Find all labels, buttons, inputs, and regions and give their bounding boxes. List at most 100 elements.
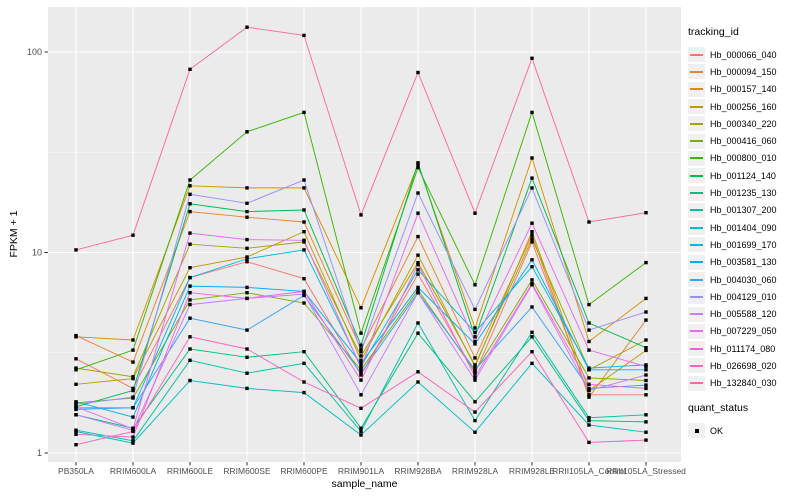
series-color-swatch-icon bbox=[690, 295, 703, 298]
data-point bbox=[416, 191, 420, 195]
data-point bbox=[131, 376, 135, 381]
data-point bbox=[587, 328, 591, 332]
data-point bbox=[530, 186, 534, 190]
legend-key bbox=[688, 375, 705, 391]
legend-entry-Hb_000340_220: Hb_000340_220 bbox=[688, 115, 800, 132]
data-point bbox=[473, 307, 477, 312]
data-point bbox=[131, 386, 135, 391]
legend-entry-Hb_001124_140: Hb_001124_140 bbox=[688, 167, 800, 184]
data-point bbox=[359, 347, 363, 351]
data-point bbox=[302, 277, 306, 281]
legend-key bbox=[688, 254, 705, 270]
data-point bbox=[359, 373, 363, 377]
data-point bbox=[473, 400, 477, 404]
quant-ok-key bbox=[688, 423, 705, 439]
legend-entries: Hb_000066_040 Hb_000094_150 Hb_000157_140 H… bbox=[688, 46, 800, 392]
data-point bbox=[74, 407, 78, 412]
data-point bbox=[131, 388, 135, 393]
data-point bbox=[359, 426, 363, 430]
data-point bbox=[74, 400, 78, 404]
legend-entry-Hb_011174_080: Hb_011174_080 bbox=[688, 340, 800, 357]
data-point bbox=[245, 246, 249, 250]
data-point bbox=[644, 383, 648, 387]
series-color-swatch-icon bbox=[690, 105, 703, 108]
data-point bbox=[302, 208, 306, 212]
series-color-swatch-icon bbox=[690, 261, 703, 264]
data-point bbox=[131, 439, 135, 443]
data-point bbox=[188, 316, 192, 320]
data-point bbox=[416, 161, 420, 165]
data-point bbox=[530, 156, 534, 160]
data-point bbox=[245, 186, 249, 190]
data-point bbox=[188, 192, 192, 196]
data-point bbox=[188, 202, 192, 206]
data-point bbox=[245, 209, 249, 214]
data-point bbox=[245, 291, 249, 295]
x-tick-label: RRIM600LE bbox=[167, 466, 214, 476]
legend-label: Hb_000066_040 bbox=[710, 49, 777, 60]
data-point bbox=[587, 220, 591, 224]
data-point bbox=[644, 260, 648, 265]
legend-key bbox=[688, 220, 705, 236]
data-point bbox=[416, 370, 420, 374]
data-point bbox=[473, 368, 477, 372]
data-point bbox=[131, 406, 135, 410]
data-point bbox=[131, 375, 135, 379]
x-tick-label: RRIM600PE bbox=[280, 466, 328, 476]
data-point bbox=[302, 292, 306, 296]
data-point bbox=[302, 390, 306, 395]
data-point bbox=[416, 211, 420, 215]
data-point bbox=[302, 220, 306, 224]
data-point bbox=[302, 301, 306, 305]
data-point bbox=[644, 393, 648, 397]
data-point bbox=[644, 386, 648, 391]
x-tick-label: RRIM928LE bbox=[509, 466, 556, 476]
data-point bbox=[302, 361, 306, 365]
legend-key bbox=[688, 323, 705, 339]
legend-entry-Hb_001307_200: Hb_001307_200 bbox=[688, 202, 800, 219]
data-point bbox=[188, 358, 192, 362]
legend-entry-Hb_132840_030: Hb_132840_030 bbox=[688, 375, 800, 392]
x-tick-label: RRII105LA_Control bbox=[552, 466, 626, 476]
series-color-swatch-icon bbox=[690, 330, 703, 333]
data-point bbox=[473, 378, 477, 382]
data-point bbox=[188, 275, 192, 280]
data-point bbox=[473, 339, 477, 344]
series-color-swatch-icon bbox=[690, 278, 703, 281]
series-color-swatch-icon bbox=[690, 209, 703, 212]
data-point bbox=[587, 376, 591, 380]
data-point bbox=[359, 378, 363, 382]
legend-entry-Hb_003581_130: Hb_003581_130 bbox=[688, 254, 800, 271]
data-point bbox=[74, 382, 78, 386]
data-point bbox=[473, 430, 477, 434]
data-point bbox=[644, 348, 648, 353]
data-point bbox=[644, 438, 648, 442]
data-point bbox=[245, 260, 249, 264]
legend-entry-Hb_001235_130: Hb_001235_130 bbox=[688, 184, 800, 201]
data-point bbox=[131, 233, 135, 237]
data-point bbox=[587, 416, 591, 420]
data-point bbox=[587, 388, 591, 393]
data-point bbox=[188, 298, 192, 302]
series-color-swatch-icon bbox=[690, 53, 703, 56]
data-point bbox=[644, 378, 648, 383]
data-point bbox=[587, 382, 591, 386]
data-point bbox=[245, 237, 249, 242]
data-point bbox=[644, 430, 648, 434]
series-color-swatch-icon bbox=[690, 313, 703, 316]
data-point bbox=[359, 371, 363, 375]
data-point bbox=[131, 429, 135, 434]
legend-label: Hb_001404_090 bbox=[710, 222, 777, 233]
data-point bbox=[74, 432, 78, 436]
data-point bbox=[473, 342, 477, 346]
data-point bbox=[530, 240, 534, 244]
data-point bbox=[131, 395, 135, 399]
series-color-swatch-icon bbox=[690, 122, 703, 125]
data-point bbox=[74, 402, 78, 406]
legend-key bbox=[688, 185, 705, 201]
data-point bbox=[530, 258, 534, 262]
data-point bbox=[245, 355, 249, 359]
x-tick-label: RRIM928BA bbox=[394, 466, 442, 476]
data-point bbox=[416, 268, 420, 272]
x-tick-label: RRII105LA_Stressed bbox=[606, 466, 686, 476]
